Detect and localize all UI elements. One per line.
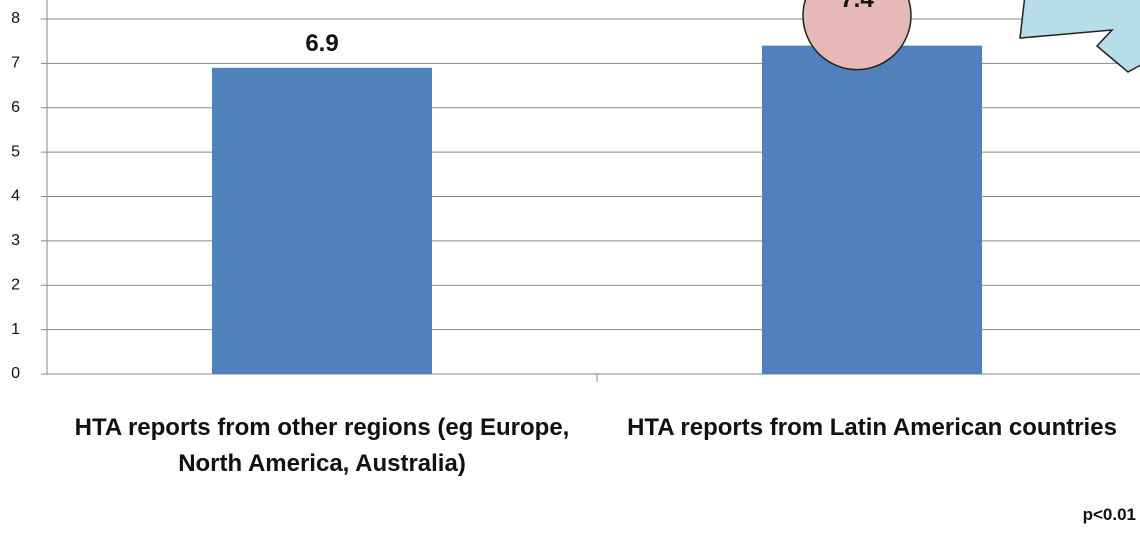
callout (1019, 0, 1140, 73)
y-tick-label: 8 (11, 10, 20, 27)
x-tick-label: HTA reports from Latin American countrie… (627, 414, 1117, 441)
highlight-circle (802, 0, 912, 71)
y-tick-label: 7 (11, 55, 20, 72)
data-label: 7.4 (840, 0, 874, 13)
y-tick-label: 1 (11, 321, 20, 338)
data-label: 6.9 (305, 30, 338, 57)
y-tick-label: 3 (11, 232, 20, 249)
y-tick-label: 4 (11, 188, 20, 205)
annotation: p<0.01 (1082, 505, 1136, 524)
y-tick-label: 6 (11, 99, 20, 116)
bar (212, 67, 432, 374)
y-tick-label: 2 (11, 276, 20, 293)
y-tick-label: 0 (11, 365, 20, 382)
x-tick-label: HTA reports from other regions (eg Europ… (74, 414, 570, 477)
bar (762, 45, 982, 374)
y-tick-label: 5 (11, 143, 20, 160)
